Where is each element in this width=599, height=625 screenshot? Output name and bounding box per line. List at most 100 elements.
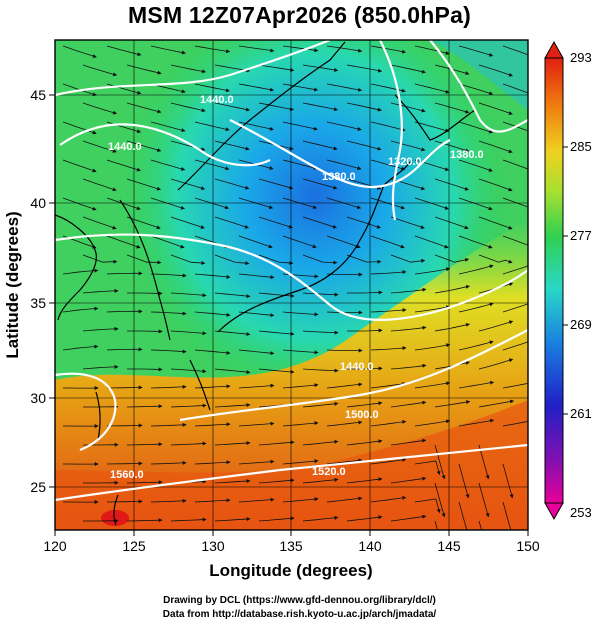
- streamline: [170, 216, 205, 229]
- streamline: [282, 349, 319, 355]
- streamline: [150, 498, 187, 503]
- streamline: [326, 235, 361, 249]
- streamline: [502, 303, 528, 313]
- x-tick-label: 125: [122, 538, 146, 554]
- streamline: [127, 329, 163, 334]
- streamline: [302, 368, 339, 373]
- streamline: [126, 102, 162, 114]
- streamline: [478, 520, 482, 530]
- streamline: [194, 460, 231, 465]
- streamline: [238, 235, 273, 249]
- streamline: [302, 254, 338, 265]
- streamline: [170, 441, 207, 446]
- streamline: [370, 45, 407, 54]
- streamline: [326, 382, 363, 389]
- streamline: [150, 121, 186, 133]
- streamline: [62, 159, 97, 173]
- streamline: [238, 459, 275, 465]
- streamline: [390, 216, 425, 229]
- streamline: [258, 440, 295, 446]
- streamline: [62, 197, 97, 211]
- streamline: [194, 121, 230, 132]
- streamline: [170, 178, 206, 190]
- streamline: [434, 400, 471, 408]
- streamline: [434, 520, 438, 530]
- streamline: [478, 358, 514, 370]
- streamline: [458, 197, 493, 211]
- streamline: [214, 330, 251, 337]
- map-title: MSM 12Z07Apr2026 (850.0hPa): [128, 2, 471, 28]
- streamline: [434, 322, 470, 332]
- streamline: [370, 308, 407, 313]
- credit-block: Drawing by DCL (https://www.gfd-dennou.o…: [0, 594, 599, 622]
- streamline: [194, 422, 231, 427]
- streamline: [347, 328, 383, 333]
- y-axis: [49, 94, 55, 488]
- streamline: [194, 273, 231, 279]
- height-contours: [55, 40, 528, 502]
- streamline: [282, 83, 319, 92]
- streamline: [302, 216, 337, 229]
- streamline: [238, 421, 275, 427]
- streamline: [82, 364, 119, 370]
- credit-data-source: Data from http://database.rish.kyoto-u.a…: [162, 609, 437, 620]
- streamline: [82, 102, 118, 115]
- x-tick-label: 120: [43, 538, 67, 554]
- streamline: [282, 421, 319, 427]
- streamline: [282, 121, 318, 131]
- streamline: [390, 400, 427, 408]
- streamline: [502, 382, 528, 389]
- streamline: [106, 159, 141, 172]
- streamline: [106, 197, 141, 211]
- streamline: [194, 384, 231, 389]
- streamline: [326, 310, 363, 315]
- streamline: [346, 254, 382, 264]
- streamline: [258, 292, 295, 298]
- y-tick-label: 35: [30, 295, 46, 311]
- colorbar-label: 285: [570, 139, 592, 154]
- streamline: [414, 381, 451, 389]
- streamline: [214, 140, 250, 151]
- streamline: [390, 363, 427, 370]
- temperature-shading: [55, 40, 528, 530]
- streamline: [370, 346, 407, 351]
- streamline: [502, 501, 512, 530]
- streamline: [414, 419, 451, 427]
- streamline: [282, 159, 318, 170]
- streamline: [347, 366, 383, 371]
- wind-streamlines: [62, 45, 528, 530]
- streamline: [106, 385, 143, 390]
- streamline: [82, 64, 118, 77]
- y-tick-label: 40: [30, 195, 46, 211]
- contour-label-1500: 1500.0: [345, 409, 379, 421]
- streamline: [478, 216, 513, 230]
- lat-lon-grid: [55, 40, 528, 530]
- streamline: [326, 458, 363, 465]
- streamline: [258, 368, 295, 374]
- streamline: [282, 383, 319, 389]
- streamline: [502, 159, 528, 170]
- y-tick-label: 30: [30, 390, 46, 406]
- colorbar-label: 277: [570, 228, 592, 243]
- streamline: [478, 399, 515, 408]
- streamline: [390, 64, 426, 74]
- streamline: [214, 403, 251, 408]
- streamline: [194, 83, 230, 93]
- streamline: [238, 273, 275, 280]
- contour-labels: 1440.0 1440.0 1380.0 1320.0 1380.0 1440.…: [108, 94, 484, 481]
- streamline: [390, 287, 427, 294]
- streamline: [458, 418, 495, 427]
- streamline: [302, 140, 338, 151]
- streamline: [194, 159, 230, 171]
- streamline: [194, 311, 231, 317]
- streamline: [302, 439, 339, 446]
- streamline: [502, 235, 528, 246]
- x-tick-label: 135: [279, 538, 303, 554]
- streamline: [458, 83, 494, 96]
- colorbar-label: 253: [570, 505, 592, 520]
- streamline: [302, 477, 339, 484]
- streamline: [194, 45, 231, 54]
- streamline: [346, 439, 383, 446]
- streamline: [458, 45, 494, 57]
- colorbar: [544, 40, 568, 521]
